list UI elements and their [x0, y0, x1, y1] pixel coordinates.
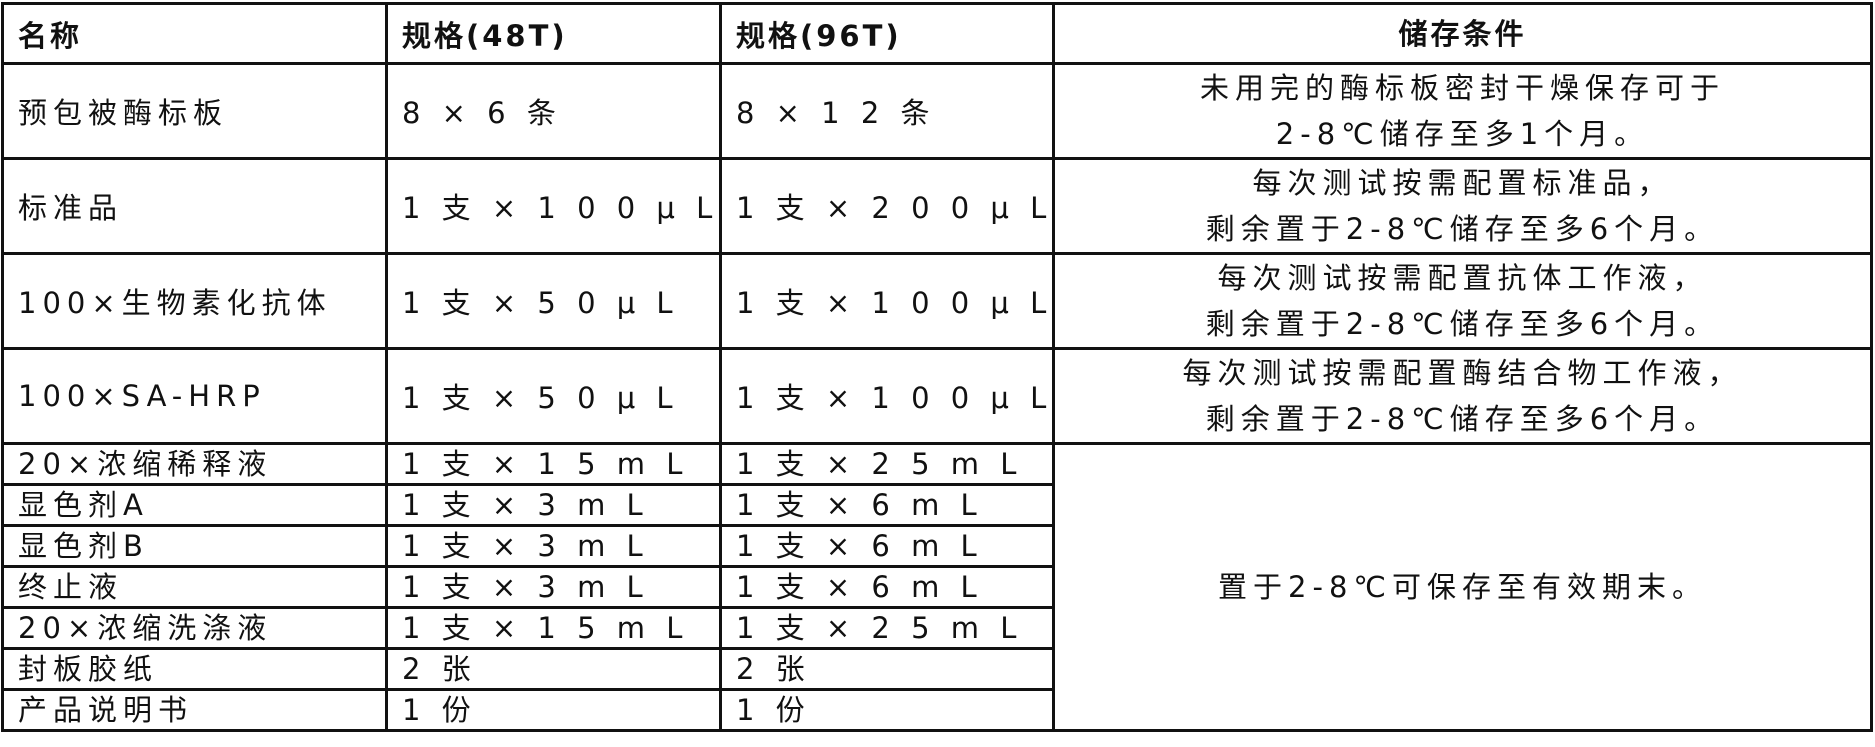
- component-name: 产品说明书: [1, 688, 388, 732]
- component-name: 标准品: [1, 157, 388, 255]
- spec-96t: 1 份: [719, 688, 1055, 732]
- storage-line: 2-8℃储存至多1个月。: [1275, 117, 1650, 151]
- spec-96t: 1 支 × 6 m L: [719, 483, 1055, 527]
- storage-line: 剩余置于2-8℃储存至多6个月。: [1205, 307, 1720, 341]
- header-row: 名称 规格(48T) 规格(96T) 储存条件: [1, 2, 1873, 65]
- storage-line: 每次测试按需配置标准品，: [1252, 166, 1673, 200]
- header-spec-96t: 规格(96T): [719, 2, 1055, 65]
- spec-48t: 1 份: [385, 688, 722, 732]
- spec-48t: 1 支 × 5 0 μ L: [385, 347, 722, 445]
- storage-condition: 每次测试按需配置抗体工作液， 剩余置于2-8℃储存至多6个月。: [1052, 252, 1873, 350]
- spec-96t: 8 × 1 2 条: [719, 62, 1055, 160]
- header-storage: 储存条件: [1052, 2, 1873, 65]
- spec-96t: 1 支 × 1 0 0 μ L: [719, 347, 1055, 445]
- spec-96t: 2 张: [719, 647, 1055, 691]
- spec-48t: 1 支 × 1 5 m L: [385, 606, 722, 650]
- storage-condition: 未用完的酶标板密封干燥保存可于 2-8℃储存至多1个月。: [1052, 62, 1873, 160]
- storage-line: 每次测试按需配置酶结合物工作液，: [1182, 356, 1743, 390]
- spec-48t: 1 支 × 3 m L: [385, 524, 722, 568]
- spec-48t: 8 × 6 条: [385, 62, 722, 160]
- spec-96t: 1 支 × 6 m L: [719, 524, 1055, 568]
- spec-96t: 1 支 × 6 m L: [719, 565, 1055, 609]
- storage-line: 未用完的酶标板密封干燥保存可于: [1199, 71, 1725, 105]
- component-name: 终止液: [1, 565, 388, 609]
- storage-condition: 每次测试按需配置标准品， 剩余置于2-8℃储存至多6个月。: [1052, 157, 1873, 255]
- spec-96t: 1 支 × 2 0 0 μ L: [719, 157, 1055, 255]
- component-name: 封板胶纸: [1, 647, 388, 691]
- shared-storage-condition: 置于2-8℃可保存至有效期末。: [1052, 442, 1873, 732]
- header-name: 名称: [1, 2, 388, 65]
- storage-line: 每次测试按需配置抗体工作液，: [1217, 261, 1708, 295]
- storage-line: 剩余置于2-8℃储存至多6个月。: [1205, 402, 1720, 436]
- spec-48t: 1 支 × 1 0 0 μ L: [385, 157, 722, 255]
- storage-condition: 每次测试按需配置酶结合物工作液， 剩余置于2-8℃储存至多6个月。: [1052, 347, 1873, 445]
- component-name: 100×生物素化抗体: [1, 252, 388, 350]
- component-name: 预包被酶标板: [1, 62, 388, 160]
- component-name: 100×SA-HRP: [1, 347, 388, 445]
- spec-96t: 1 支 × 2 5 m L: [719, 606, 1055, 650]
- component-name: 显色剂A: [1, 483, 388, 527]
- component-name: 显色剂B: [1, 524, 388, 568]
- spec-48t: 1 支 × 5 0 μ L: [385, 252, 722, 350]
- header-spec-48t: 规格(48T): [385, 2, 722, 65]
- spec-48t: 1 支 × 1 5 m L: [385, 442, 722, 486]
- spec-48t: 1 支 × 3 m L: [385, 565, 722, 609]
- spec-96t: 1 支 × 1 0 0 μ L: [719, 252, 1055, 350]
- spec-96t: 1 支 × 2 5 m L: [719, 442, 1055, 486]
- storage-line: 剩余置于2-8℃储存至多6个月。: [1205, 212, 1720, 246]
- component-name: 20×浓缩稀释液: [1, 442, 388, 486]
- component-name: 20×浓缩洗涤液: [1, 606, 388, 650]
- spec-48t: 2 张: [385, 647, 722, 691]
- spec-48t: 1 支 × 3 m L: [385, 483, 722, 527]
